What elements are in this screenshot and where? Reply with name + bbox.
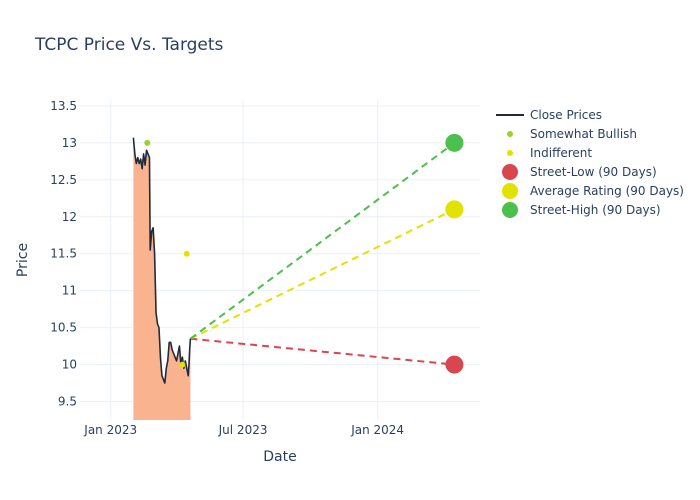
target-line-street-low [190,337,455,366]
y-axis-ticks: 9.5 10 10.5 11 11.5 12 12.5 13 13.5 [50,99,77,409]
legend-label: Street-Low (90 Days) [530,165,657,179]
legend-swatch [507,131,513,137]
target-line-average [189,208,455,340]
y-tick-label: 10 [62,358,77,372]
y-tick-label: 12 [62,210,77,224]
target-point-average[interactable] [445,200,464,219]
legend-label: Somewhat Bullish [530,127,637,141]
y-tick-label: 10.5 [50,321,77,335]
target-points [445,133,464,374]
legend-swatch [502,183,518,199]
y-tick-label: 11.5 [50,247,77,261]
legend[interactable]: Close Prices Somewhat Bullish Indifferent S… [496,108,684,218]
legend-swatch [502,164,518,180]
y-tick-label: 11 [62,284,77,298]
legend-item[interactable]: Street-High (90 Days) [502,202,661,218]
rating-points [144,139,190,368]
y-tick-label: 12.5 [50,173,77,187]
legend-item[interactable]: Close Prices [496,108,602,122]
legend-item[interactable]: Street-Low (90 Days) [502,164,657,180]
y-tick-label: 13 [62,136,77,150]
price-area-fill [133,137,191,420]
rating-point[interactable] [179,361,186,368]
x-axis-ticks: Jan 2023 Jul 2023 Jan 2024 [83,423,404,437]
legend-label: Indifferent [530,146,592,160]
price-line-layer [132,137,192,384]
y-tick-label: 9.5 [58,395,77,409]
x-tick-label: Jan 2024 [350,423,404,437]
x-tick-label: Jul 2023 [218,423,268,437]
chart-title: TCPC Price Vs. Targets [34,35,224,55]
x-tick-label: Jan 2023 [83,423,137,437]
rating-point[interactable] [183,250,190,257]
target-point-street-high[interactable] [445,133,464,152]
legend-label: Street-High (90 Days) [530,203,661,217]
target-lines [189,142,456,366]
legend-swatch [502,202,518,218]
rating-point[interactable] [144,139,151,146]
target-line-street-high [189,142,456,340]
legend-item[interactable]: Somewhat Bullish [507,127,637,141]
y-tick-label: 13.5 [50,99,77,113]
legend-swatch [507,150,513,156]
price-area [133,137,191,420]
target-point-street-low[interactable] [445,355,464,374]
close-price-line [132,137,192,384]
legend-label: Average Rating (90 Days) [530,184,684,198]
legend-item[interactable]: Indifferent [507,146,592,160]
y-axis-title: Price [15,243,31,277]
legend-label: Close Prices [530,108,602,122]
x-axis-title: Date [263,449,296,465]
legend-item[interactable]: Average Rating (90 Days) [502,183,684,199]
